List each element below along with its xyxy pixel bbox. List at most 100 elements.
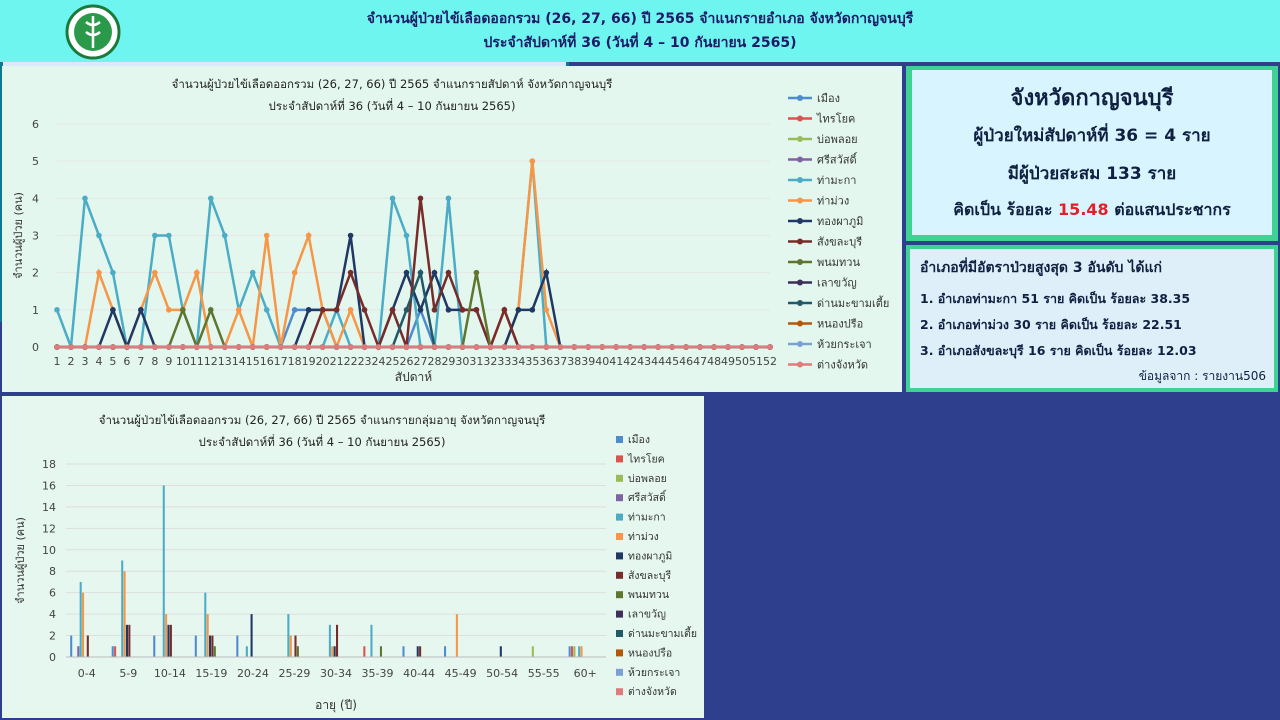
bar — [213, 646, 216, 657]
line-x-tick-label: 14 — [232, 355, 246, 368]
bar-y-tick-label: 18 — [42, 458, 56, 471]
line-x-tick-label: 16 — [260, 355, 274, 368]
line-x-tick-label: 46 — [679, 355, 693, 368]
header: จำนวนผู้ป่วยไข้เลือดออกรวม (26, 27, 66) … — [0, 0, 1280, 62]
line-point — [417, 269, 424, 276]
bar-legend-swatch — [616, 494, 623, 502]
bar-x-axis-label: อายุ (ปี) — [315, 698, 357, 713]
bar — [578, 646, 581, 657]
bar — [128, 624, 131, 657]
line-x-tick-label: 35 — [525, 355, 539, 368]
line-legend-label: ต่างจังหวัด — [817, 359, 868, 372]
line-x-tick-label: 15 — [246, 355, 260, 368]
line-point — [697, 344, 703, 350]
bar-x-tick-label: 15-19 — [195, 667, 227, 680]
bar — [328, 624, 331, 657]
line-point — [166, 232, 172, 239]
bar — [444, 646, 447, 657]
bar — [125, 624, 129, 657]
bar-x-tick-label: 60+ — [574, 667, 597, 680]
line-point — [333, 344, 340, 350]
line-point — [403, 269, 410, 276]
line-legend-label: เลาขวัญ — [817, 277, 857, 290]
line-x-tick-label: 9 — [165, 355, 172, 368]
line-point — [403, 307, 410, 313]
bar — [79, 581, 82, 657]
line-point — [263, 344, 270, 350]
bar — [580, 646, 583, 657]
line-y-tick-label: 5 — [32, 155, 39, 168]
bar-legend-label: ทองผาภูมิ — [628, 550, 672, 562]
bar-legend-label: ท่ามะกา — [628, 512, 666, 524]
bar-legend-swatch — [616, 610, 623, 618]
bar-x-tick-label: 40-44 — [403, 667, 435, 680]
line-legend-marker — [797, 115, 803, 122]
line-x-tick-label: 29 — [441, 355, 455, 368]
line-point — [403, 232, 410, 239]
line-x-tick-label: 30 — [455, 355, 469, 368]
bar — [77, 646, 80, 657]
line-y-tick-label: 2 — [32, 267, 39, 280]
line-point — [277, 344, 284, 350]
line-x-axis-label: สัปดาห์ — [395, 370, 432, 384]
line-point — [152, 344, 158, 350]
ranking-source: ข้อมูลจาก : รายงาน506 — [1138, 369, 1266, 383]
line-x-tick-label: 22 — [344, 355, 358, 368]
line-x-tick-label: 33 — [497, 355, 511, 368]
line-x-tick-label: 17 — [274, 355, 288, 368]
line-x-tick-label: 50 — [735, 355, 749, 368]
line-point — [767, 344, 773, 350]
line-point — [194, 344, 200, 350]
bar-y-tick-label: 0 — [49, 651, 56, 664]
bar — [211, 635, 214, 657]
line-point — [473, 344, 480, 350]
line-point — [347, 307, 354, 313]
line-x-tick-label: 28 — [427, 355, 441, 368]
line-legend-marker — [797, 218, 803, 224]
line-point — [753, 344, 759, 350]
line-x-tick-label: 4 — [95, 355, 102, 368]
bar-legend-label: ห้วยกระเจา — [628, 667, 680, 679]
line-x-tick-label: 18 — [288, 355, 302, 368]
line-legend-label: พนมทวน — [817, 256, 860, 269]
bar-y-tick-label: 10 — [42, 544, 56, 557]
line-legend-label: เมือง — [817, 92, 840, 105]
bar — [455, 614, 458, 657]
bar-x-tick-label: 10-14 — [154, 667, 186, 680]
summary-rate: คิดเป็น ร้อยละ 15.48 ต่อแสนประชากร — [912, 198, 1272, 223]
bar-legend-label: ศรีสวัสดิ์ — [628, 489, 667, 504]
line-legend-marker — [797, 156, 803, 163]
bar-x-tick-label: 30-34 — [320, 667, 352, 680]
line-legend-marker — [797, 341, 803, 347]
line-point — [319, 307, 326, 313]
line-legend-label: ไทรโยค — [816, 112, 855, 126]
line-point — [403, 344, 410, 350]
line-x-tick-label: 13 — [218, 355, 232, 368]
bar — [333, 646, 336, 657]
line-point — [166, 307, 172, 313]
line-x-tick-label: 41 — [609, 355, 623, 368]
line-point — [655, 344, 661, 350]
line-point — [417, 344, 424, 350]
bar — [499, 646, 502, 657]
line-x-tick-label: 23 — [358, 355, 372, 368]
bar-legend-swatch — [616, 591, 623, 599]
bar-legend-swatch — [616, 513, 623, 521]
line-x-tick-label: 42 — [623, 355, 637, 368]
bar-y-tick-label: 2 — [49, 630, 56, 643]
bar — [416, 646, 419, 657]
line-point — [599, 344, 606, 350]
bar-legend-label: สังขละบุรี — [628, 569, 671, 582]
line-point — [207, 195, 214, 202]
line-legend-marker — [797, 238, 803, 245]
line-x-tick-label: 51 — [749, 355, 763, 368]
line-point — [96, 269, 102, 276]
bar — [123, 571, 126, 657]
line-x-tick-label: 37 — [553, 355, 567, 368]
bar — [287, 614, 290, 657]
line-legend-label: ศรีสวัสดิ์ — [817, 152, 858, 167]
line-point — [375, 344, 382, 350]
line-point — [110, 344, 116, 350]
bar — [370, 624, 373, 657]
summary-rate-suffix: ต่อแสนประชากร — [1108, 200, 1231, 219]
